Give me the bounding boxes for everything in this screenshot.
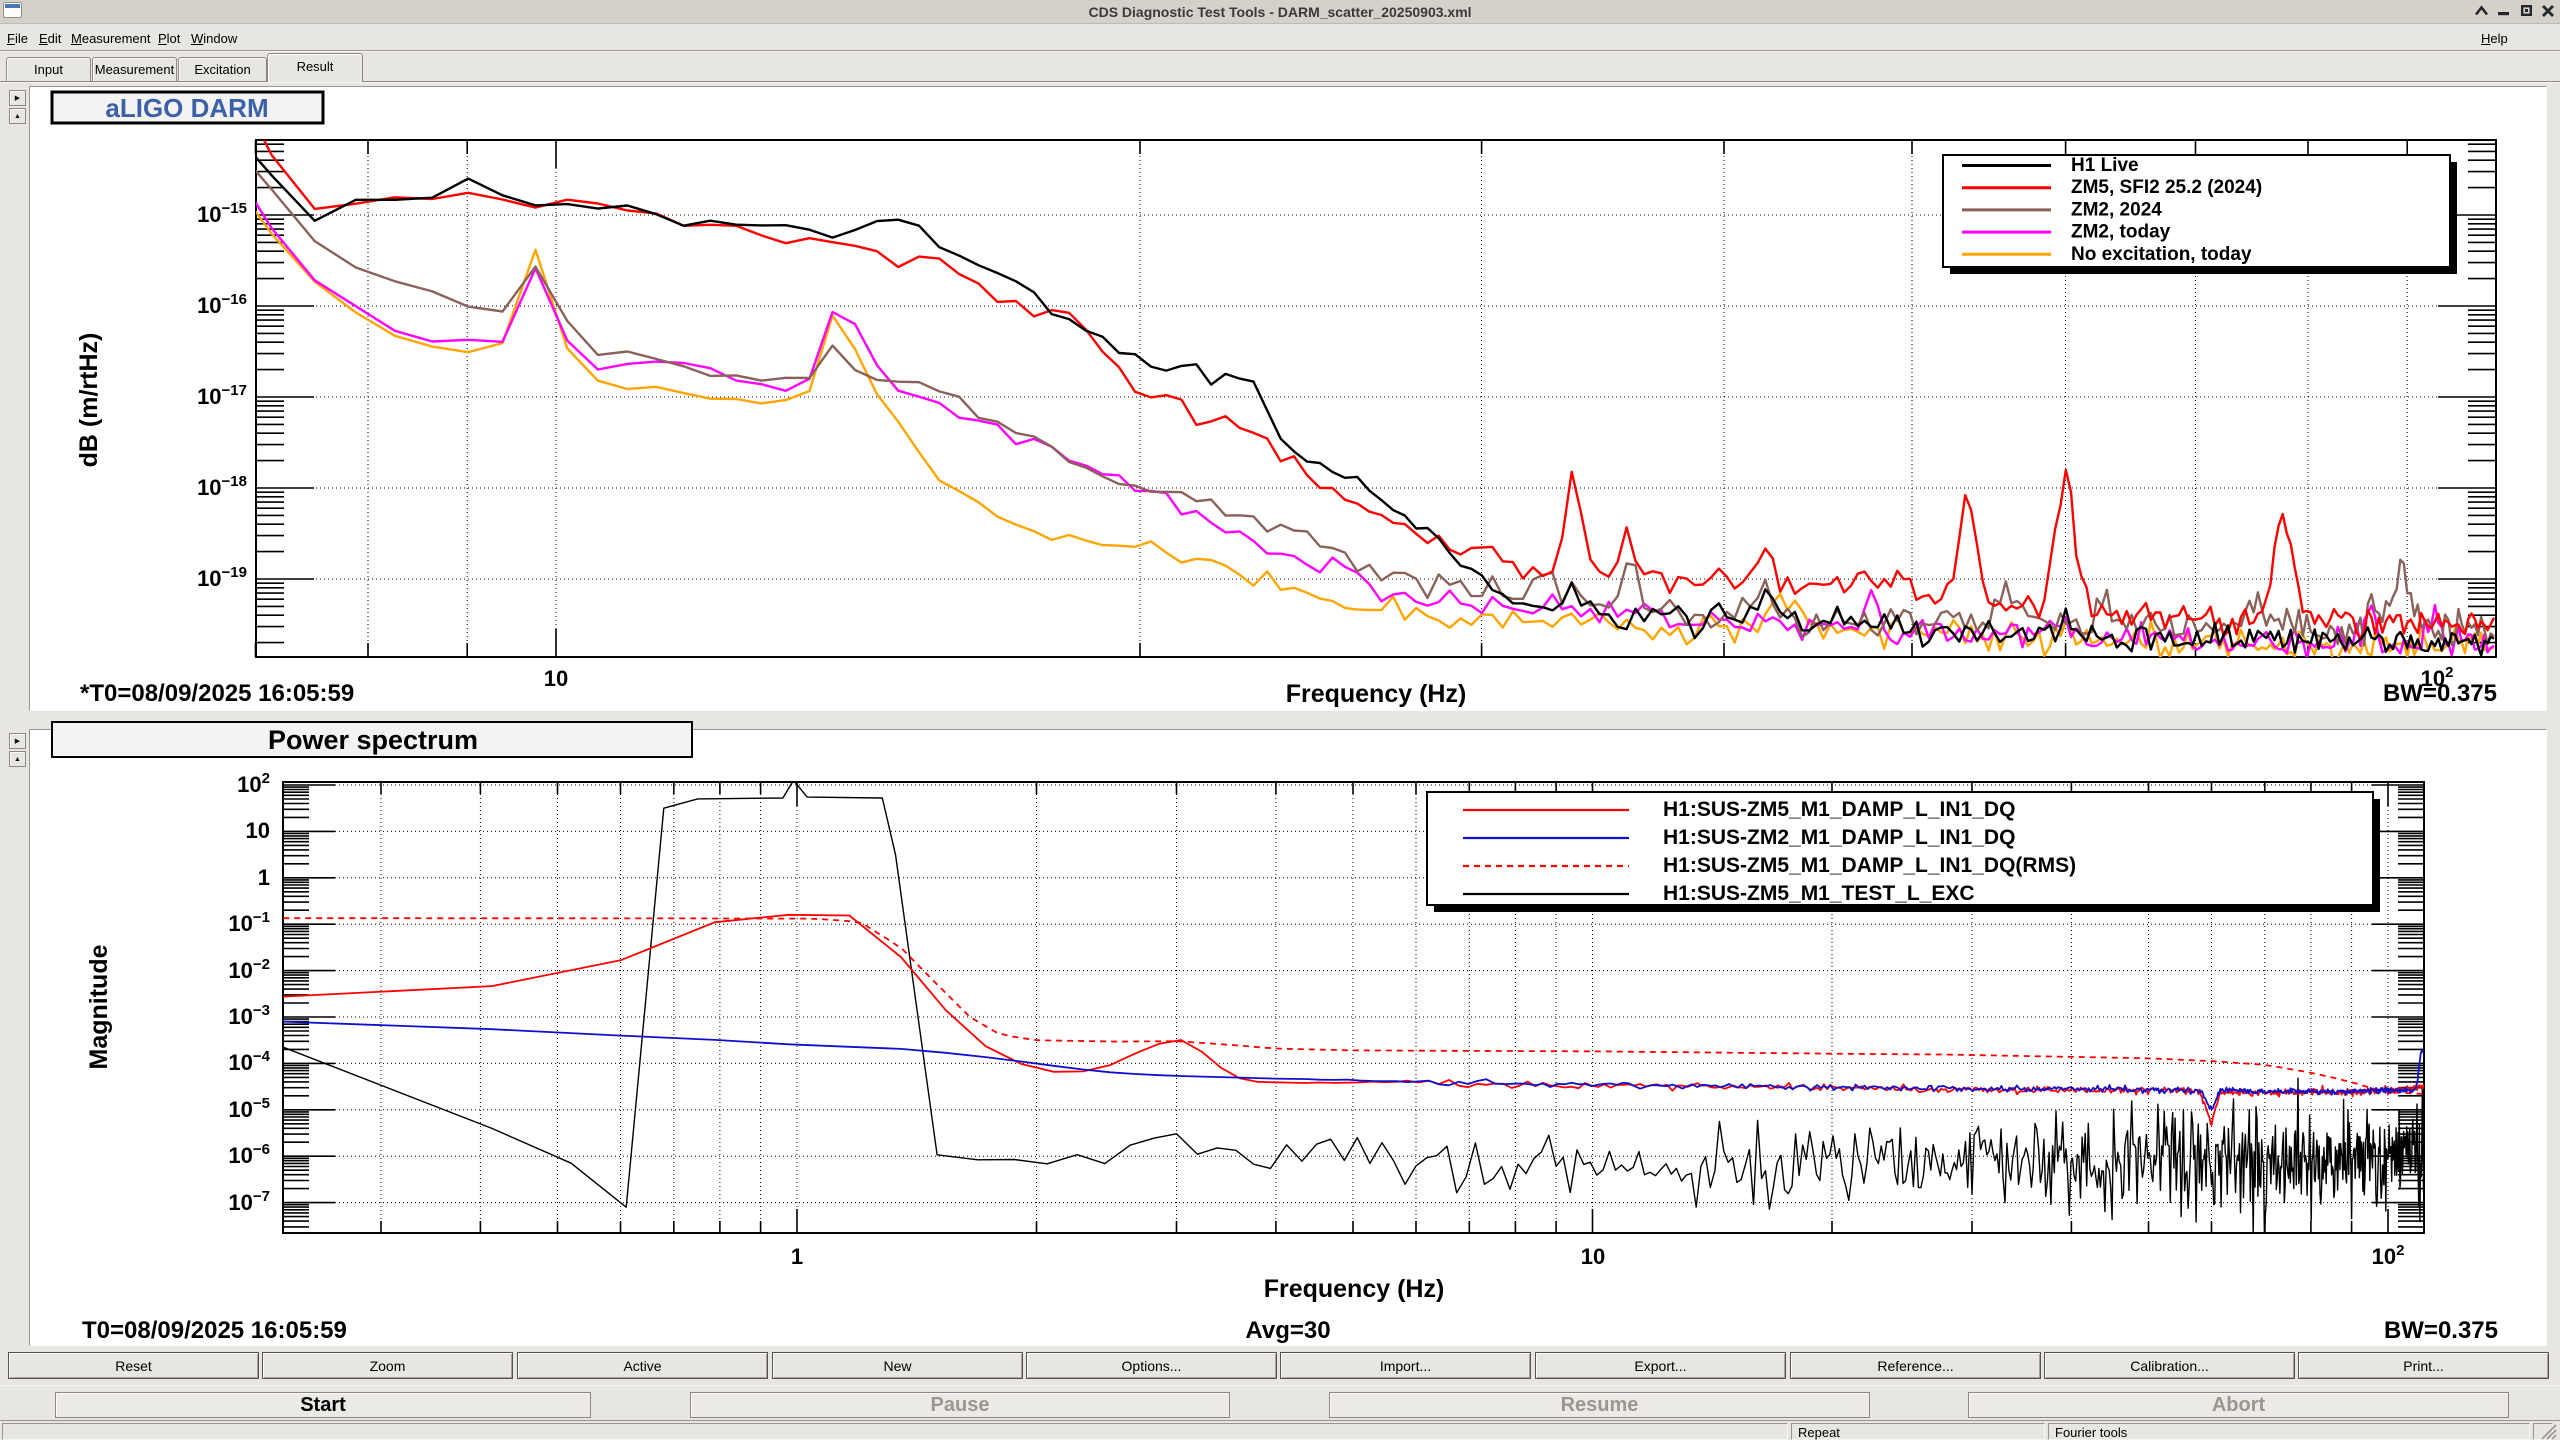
svg-text:ZM2, today: ZM2, today: [2071, 222, 2171, 243]
svg-text:H1:SUS-ZM5_M1_TEST_L_EXC: H1:SUS-ZM5_M1_TEST_L_EXC: [1663, 882, 1975, 905]
svg-text:ZM2, 2024: ZM2, 2024: [2071, 199, 2162, 220]
svg-text:*T0=08/09/2025 16:05:59: *T0=08/09/2025 16:05:59: [80, 680, 354, 707]
svg-text:BW=0.375: BW=0.375: [2383, 680, 2497, 707]
svg-text:10−15: 10−15: [197, 200, 247, 227]
svg-text:10−3: 10−3: [228, 1002, 270, 1029]
svg-text:10−4: 10−4: [228, 1048, 270, 1075]
svg-text:Power spectrum: Power spectrum: [268, 725, 478, 755]
svg-text:10−1: 10−1: [228, 909, 270, 936]
svg-text:Magnitude: Magnitude: [85, 944, 113, 1069]
svg-text:H1:SUS-ZM5_M1_DAMP_L_IN1_DQ(RM: H1:SUS-ZM5_M1_DAMP_L_IN1_DQ(RMS): [1663, 854, 2076, 877]
svg-text:10−2: 10−2: [228, 956, 270, 983]
svg-text:10−5: 10−5: [228, 1095, 270, 1122]
svg-text:10−19: 10−19: [197, 564, 247, 591]
svg-text:10: 10: [246, 818, 270, 843]
svg-text:BW=0.375: BW=0.375: [2384, 1317, 2498, 1344]
svg-text:10: 10: [544, 666, 568, 691]
svg-text:10−6: 10−6: [228, 1141, 270, 1168]
svg-text:10−17: 10−17: [197, 382, 247, 409]
svg-text:H1:SUS-ZM5_M1_DAMP_L_IN1_DQ: H1:SUS-ZM5_M1_DAMP_L_IN1_DQ: [1663, 798, 2015, 821]
svg-text:10−7: 10−7: [228, 1188, 270, 1215]
svg-text:aLIGO DARM: aLIGO DARM: [105, 93, 268, 123]
svg-text:10−16: 10−16: [197, 291, 247, 318]
svg-text:102: 102: [2372, 1242, 2405, 1269]
svg-text:ZM5, SFI2 25.2 (2024): ZM5, SFI2 25.2 (2024): [2071, 177, 2262, 198]
svg-text:10: 10: [1581, 1244, 1605, 1269]
svg-text:1: 1: [791, 1244, 803, 1269]
svg-text:T0=08/09/2025 16:05:59: T0=08/09/2025 16:05:59: [82, 1317, 347, 1344]
svg-text:1: 1: [258, 865, 270, 890]
svg-text:10−18: 10−18: [197, 473, 247, 500]
svg-text:Frequency (Hz): Frequency (Hz): [1264, 1275, 1445, 1303]
svg-text:Frequency (Hz): Frequency (Hz): [1286, 680, 1467, 708]
svg-text:No excitation, today: No excitation, today: [2071, 244, 2252, 265]
svg-text:dB (m/rtHz): dB (m/rtHz): [75, 333, 103, 468]
svg-text:H1:SUS-ZM2_M1_DAMP_L_IN1_DQ: H1:SUS-ZM2_M1_DAMP_L_IN1_DQ: [1663, 826, 2015, 849]
svg-text:Avg=30: Avg=30: [1245, 1317, 1330, 1344]
svg-text:102: 102: [237, 770, 270, 797]
svg-text:H1 Live: H1 Live: [2071, 155, 2139, 176]
